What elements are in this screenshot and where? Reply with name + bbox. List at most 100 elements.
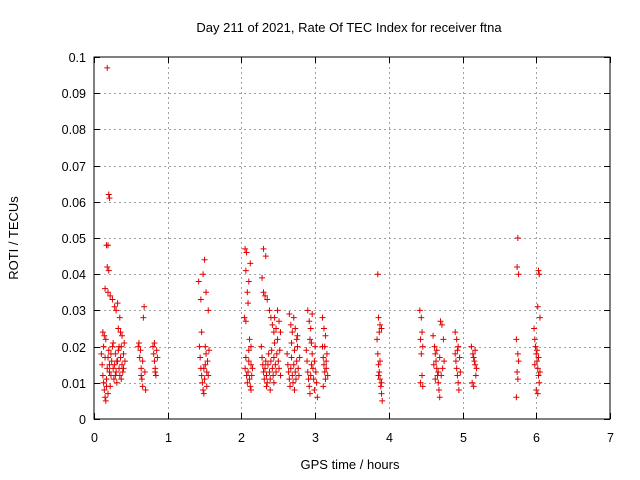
data-point [141,368,148,375]
data-point [514,235,521,241]
data-point [106,368,113,375]
data-point [311,358,318,365]
data-point [514,350,521,357]
axis-ticks: 0 0.01 0.02 0.03 0.04 0.05 0.06 0.07 0.08 0.09 0.1… [62,51,614,445]
data-point [374,271,381,278]
y-tick-label: 0.09 [62,87,86,101]
data-point [260,368,267,375]
data-point [106,195,113,202]
data-point [245,300,252,307]
data-point [246,336,253,343]
data-point [150,350,157,357]
data-point [202,361,209,368]
data-point [440,336,447,343]
data-point [535,354,542,361]
data-point [531,361,538,368]
data-point [314,394,321,401]
data-point [305,376,312,383]
data-point [249,365,256,372]
data-point [138,372,145,379]
data-point [296,354,303,361]
data-point [472,361,479,368]
data-point [203,289,210,296]
data-point [323,350,330,357]
data-point [104,365,111,372]
data-point [534,303,541,310]
data-point [436,354,443,361]
data-point [377,383,384,390]
data-point [248,372,255,379]
data-point [513,336,520,343]
data-point [152,372,159,379]
data-point [306,390,313,397]
x-tick-label: 1 [165,431,172,445]
data-point [241,314,248,321]
data-point [441,358,448,365]
data-point [200,271,207,278]
data-point [437,318,444,325]
data-point [531,325,538,332]
data-point [102,354,109,361]
data-point [292,325,299,332]
data-point [102,336,109,343]
data-point [139,358,146,365]
y-tick-label: 0.07 [62,160,86,174]
y-tick-label: 0.06 [62,196,86,210]
y-tick-label: 0.08 [62,123,86,137]
data-point [200,387,207,394]
data-point [121,358,128,365]
data-point [536,379,543,386]
data-point [469,379,476,386]
data-point [102,394,109,401]
data-point [378,325,385,332]
data-point [374,350,381,357]
data-point [534,347,541,354]
data-point [470,383,477,390]
data-point [378,379,385,386]
data-point [535,372,542,379]
data-point [138,376,145,383]
data-point [263,383,270,390]
data-point [118,376,125,383]
data-point [99,372,106,379]
data-point [245,358,252,365]
data-point [269,321,276,328]
data-point [438,321,445,328]
data-point [304,368,311,375]
data-point [105,242,112,249]
data-point [107,350,114,357]
data-point [418,314,425,321]
data-point [267,376,274,383]
data-point [195,278,202,285]
data-point [416,307,423,314]
data-point [205,347,212,354]
data-point [268,347,275,354]
data-point [266,307,273,314]
data-point [270,354,277,361]
data-point [533,387,540,394]
data-point [107,292,114,299]
y-tick-label: 0.02 [62,341,86,355]
data-point [294,343,301,350]
data-point [270,379,277,386]
data-point [109,343,116,350]
data-point [271,314,278,321]
data-point [290,379,297,386]
data-point [472,347,479,354]
data-point [243,372,250,379]
data-point [266,368,273,375]
data-point [106,361,113,368]
data-point [272,361,279,368]
data-point [289,372,296,379]
data-point [105,289,112,296]
data-point [294,332,301,339]
data-point [313,379,320,386]
data-point [111,303,118,310]
data-point [141,303,148,310]
data-point [312,368,319,375]
data-point [419,383,426,390]
data-point [377,358,384,365]
data-point [200,390,207,397]
data-point [261,376,268,383]
data-point [205,372,212,379]
